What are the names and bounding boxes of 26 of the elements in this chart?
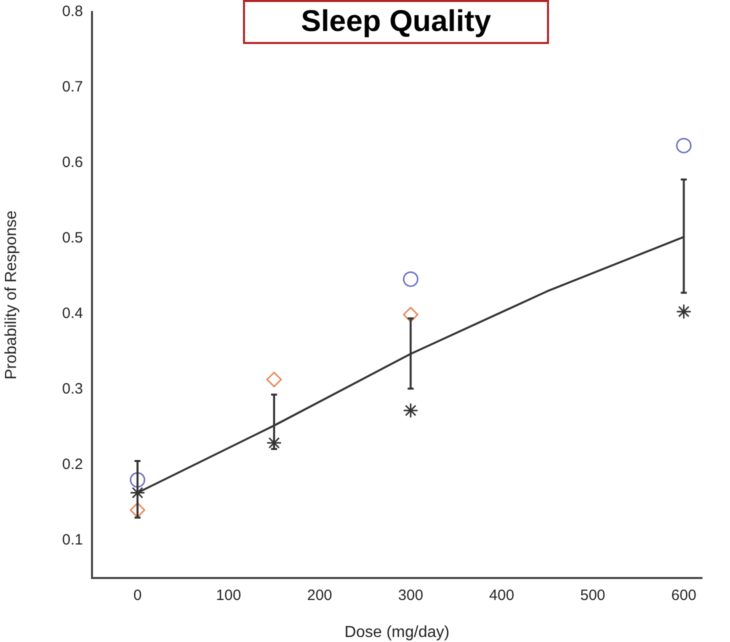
point (266, 372, 282, 388)
point (676, 304, 692, 320)
y-tick-label: 0.4 (62, 305, 83, 322)
x-tick-label: 0 (133, 587, 142, 604)
x-axis-title: Dose (mg/day) (344, 624, 450, 641)
point (676, 138, 692, 154)
x-tick-label: 400 (489, 587, 514, 604)
x-tick-label: 200 (307, 587, 332, 604)
y-tick-label: 0.6 (62, 154, 83, 172)
x-tick-label: 100 (216, 587, 242, 604)
point (402, 271, 418, 287)
y-axis-title: Probability of Response (3, 210, 20, 380)
y-tick-label: 0.1 (62, 531, 83, 548)
y-tick-label: 0.2 (62, 456, 83, 473)
y-tick-label: 0.8 (62, 3, 83, 20)
y-tick-label: 0.5 (62, 230, 83, 247)
y-tick-label: 0.3 (62, 380, 83, 398)
x-tick-label: 600 (671, 587, 696, 604)
x-tick-label: 500 (580, 587, 606, 604)
y-tick-label: 0.7 (62, 78, 83, 96)
point (402, 306, 418, 322)
point (130, 502, 146, 518)
x-tick-label: 300 (398, 587, 424, 604)
chart-title: Sleep Quality (243, 0, 549, 44)
point (402, 402, 418, 418)
point (130, 472, 146, 488)
